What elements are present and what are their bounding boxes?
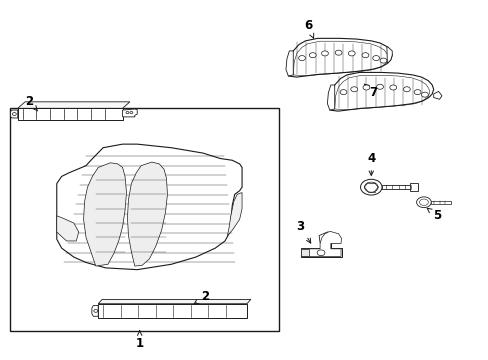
Circle shape [376, 84, 383, 89]
Bar [10, 108, 278, 330]
Polygon shape [57, 144, 242, 270]
Polygon shape [98, 300, 250, 304]
Circle shape [421, 92, 427, 97]
Polygon shape [386, 46, 391, 63]
Circle shape [347, 51, 354, 56]
Text: 5: 5 [427, 208, 440, 222]
Circle shape [360, 179, 381, 195]
Circle shape [317, 250, 325, 256]
Text: 2: 2 [194, 290, 209, 304]
Circle shape [126, 112, 129, 114]
Polygon shape [285, 51, 293, 76]
Polygon shape [430, 201, 450, 204]
Polygon shape [122, 109, 137, 117]
Text: 4: 4 [366, 152, 375, 175]
Circle shape [361, 53, 368, 58]
Circle shape [372, 55, 379, 60]
Circle shape [321, 51, 328, 56]
Circle shape [12, 113, 16, 116]
Polygon shape [288, 39, 391, 77]
Circle shape [403, 87, 409, 92]
Circle shape [416, 197, 430, 208]
Circle shape [362, 85, 369, 90]
Polygon shape [10, 110, 18, 118]
Text: 6: 6 [303, 19, 313, 38]
Text: 1: 1 [135, 331, 143, 350]
Circle shape [389, 85, 396, 90]
Circle shape [364, 182, 377, 192]
Polygon shape [381, 185, 417, 189]
Polygon shape [18, 102, 130, 108]
Polygon shape [301, 231, 341, 256]
Circle shape [334, 50, 341, 55]
Polygon shape [409, 183, 417, 192]
Polygon shape [319, 232, 338, 243]
Polygon shape [57, 216, 79, 241]
Polygon shape [329, 72, 433, 111]
Polygon shape [300, 243, 341, 257]
Polygon shape [433, 91, 441, 99]
Circle shape [339, 90, 346, 95]
Text: 3: 3 [296, 220, 310, 243]
Polygon shape [127, 162, 167, 266]
Circle shape [309, 53, 316, 58]
Circle shape [413, 90, 420, 95]
Polygon shape [98, 304, 246, 318]
Polygon shape [18, 108, 122, 120]
Circle shape [419, 199, 427, 206]
Circle shape [94, 310, 98, 312]
Text: 2: 2 [25, 95, 38, 111]
Polygon shape [327, 85, 334, 110]
Circle shape [130, 112, 133, 114]
Polygon shape [227, 193, 242, 235]
Circle shape [298, 55, 305, 60]
Circle shape [379, 58, 386, 63]
Circle shape [350, 87, 357, 92]
Text: 7: 7 [364, 84, 377, 99]
Polygon shape [83, 163, 126, 266]
Polygon shape [92, 306, 98, 316]
Polygon shape [300, 249, 309, 256]
